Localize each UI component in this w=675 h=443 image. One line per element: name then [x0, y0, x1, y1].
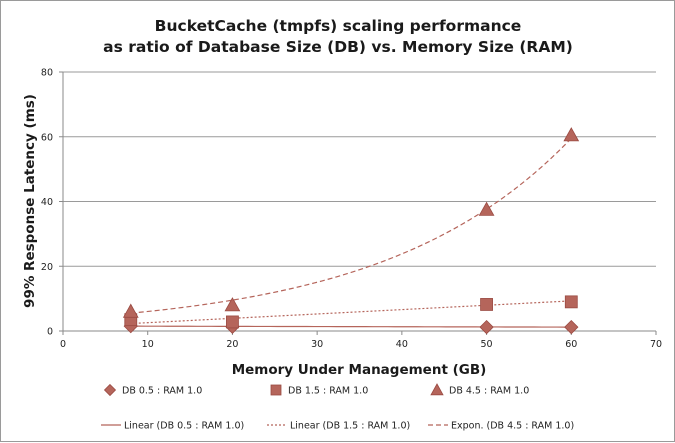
legend-trend-label-3: Expon. (DB 4.5 : RAM 1.0) [451, 421, 574, 432]
x-tick-label-50: 50 [481, 339, 493, 350]
point-series3-3 [478, 201, 495, 216]
data-points [122, 127, 580, 335]
x-tick-label-0: 0 [60, 339, 66, 350]
x-tick-label-60: 60 [565, 339, 577, 350]
legend-marker-3 [430, 383, 444, 396]
legend-label-3: DB 4.5 : RAM 1.0 [449, 386, 529, 397]
y-axis-title: 99% Response Latency (ms) [22, 94, 38, 308]
y-tick-label-20: 20 [41, 262, 53, 273]
y-tick-label-0: 0 [47, 327, 53, 338]
gridlines [63, 71, 656, 267]
x-tick-label-30: 30 [311, 339, 323, 350]
trendline-2 [130, 300, 572, 325]
point-series3-2 [224, 297, 241, 312]
point-series3-4 [563, 127, 580, 142]
trendlines [130, 137, 572, 328]
point-series2-3 [480, 298, 493, 311]
point-series1-3 [479, 319, 494, 335]
legend-trend-label-1: Linear (DB 0.5 : RAM 1.0) [124, 421, 244, 432]
point-series2-4 [564, 295, 578, 309]
x-tick-label-40: 40 [396, 339, 408, 350]
x-tick-label-10: 10 [142, 339, 154, 350]
y-tick-label-40: 40 [41, 197, 53, 208]
chart-title-line-2: as ratio of Database Size (DB) vs. Memor… [103, 38, 573, 56]
y-tick-label-80: 80 [41, 68, 53, 79]
tick-labels: 0 20 40 60 80 0 10 20 30 40 50 60 70 [41, 68, 662, 351]
x-tick-label-70: 70 [650, 339, 662, 350]
legend-label-1: DB 0.5 : RAM 1.0 [122, 386, 202, 397]
legend-marker-1 [103, 383, 117, 397]
legend-marker-2 [270, 384, 282, 396]
y-tick-label-60: 60 [41, 132, 53, 143]
legend: DB 0.5 : RAM 1.0 DB 1.5 : RAM 1.0 DB 4.5 :… [101, 383, 574, 432]
chart-title-line-1: BucketCache (tmpfs) scaling performance [155, 17, 522, 35]
point-series3-1 [122, 303, 139, 318]
x-tick-label-20: 20 [226, 339, 238, 350]
trendline-1 [130, 325, 572, 328]
legend-label-2: DB 1.5 : RAM 1.0 [288, 386, 368, 397]
point-series1-4 [564, 319, 579, 335]
trendline-3 [130, 137, 572, 314]
point-series2-2 [226, 315, 239, 329]
x-axis-title: Memory Under Management (GB) [232, 362, 487, 378]
legend-trend-label-2: Linear (DB 1.5 : RAM 1.0) [290, 421, 410, 432]
